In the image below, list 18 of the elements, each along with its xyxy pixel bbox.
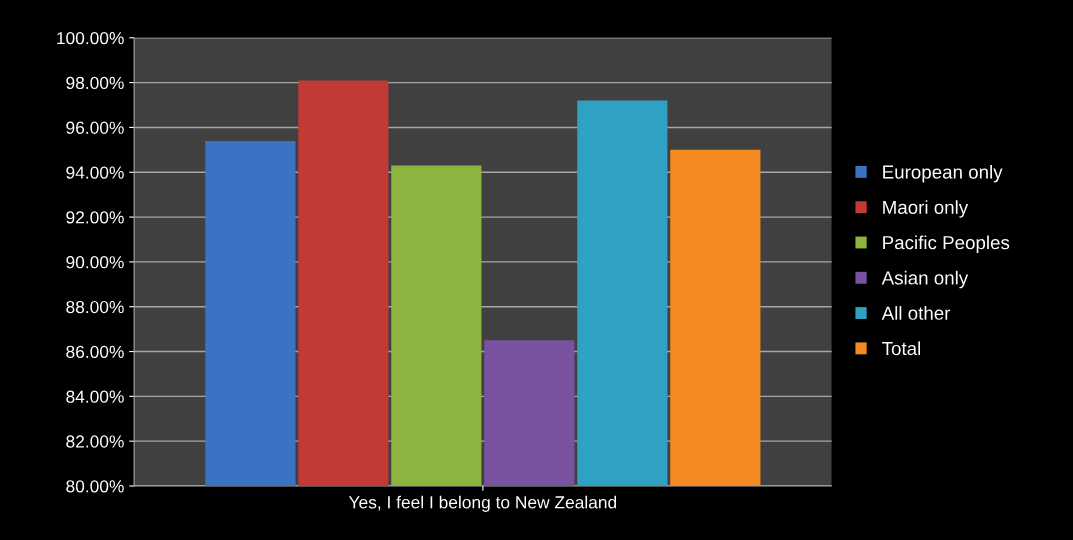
legend-label: Pacific Peoples [883,235,1010,253]
y-tick-label: 94.00% [66,166,124,179]
y-tick-label: 84.00% [66,390,124,403]
y-tick-label: 82.00% [66,435,124,448]
y-tick-label: 90.00% [66,256,124,269]
legend-label: Total [882,341,921,356]
x-tick-label: Yes, I feel I belong to New Zealand [348,495,617,512]
y-tick-label: 96.00% [66,121,124,134]
y-tick-label: 80.00% [66,480,124,493]
y-tick-label: 88.00% [66,300,124,314]
legend-label: All other [881,306,951,320]
y-tick-label: 100.00% [57,31,124,45]
legend-label: European only [883,164,1003,183]
y-tick-label: 98.00% [66,76,124,90]
y-tick-label: 86.00% [66,345,124,358]
y-tick-label: 92.00% [66,211,124,224]
legend-label: Asian only [881,270,969,289]
legend-label: Maori only [883,200,969,218]
